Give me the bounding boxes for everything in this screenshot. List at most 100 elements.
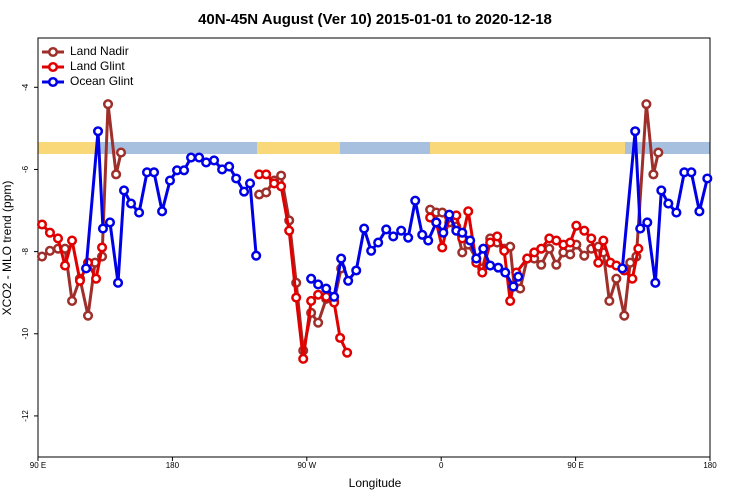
- data-point: [36, 219, 48, 230]
- data-point: [630, 126, 641, 137]
- legend-marker: [47, 46, 59, 58]
- legend-marker: [47, 61, 59, 73]
- data-point: [438, 227, 449, 238]
- data-point: [633, 243, 644, 254]
- data-point: [478, 243, 489, 254]
- data-point: [617, 263, 628, 274]
- data-point: [359, 223, 370, 234]
- data-point: [104, 217, 116, 228]
- y-tick-label: -8: [21, 248, 30, 256]
- data-point: [306, 273, 317, 284]
- data-point: [465, 235, 476, 246]
- data-point: [44, 227, 55, 238]
- series-line: [620, 129, 709, 285]
- data-point: [245, 178, 256, 189]
- ocean: [97, 142, 257, 154]
- data-point: [291, 292, 302, 303]
- data-point: [437, 242, 448, 253]
- data-point: [388, 231, 399, 242]
- data-point: [284, 225, 295, 236]
- data-point: [513, 271, 524, 282]
- data-point: [671, 207, 682, 218]
- data-point: [627, 273, 638, 284]
- data-point: [261, 169, 272, 180]
- x-tick-label: 0: [439, 461, 444, 470]
- data-point: [111, 169, 122, 180]
- data-point: [508, 281, 519, 292]
- data-point: [164, 175, 176, 186]
- data-point: [485, 237, 496, 248]
- x-axis-label: Longitude: [349, 476, 402, 490]
- data-point: [686, 167, 697, 178]
- data-point: [178, 165, 190, 176]
- data-point: [224, 161, 235, 172]
- data-point: [604, 295, 615, 306]
- data-point: [313, 289, 324, 300]
- data-point: [641, 99, 652, 110]
- data-point: [611, 273, 622, 284]
- data-point: [74, 275, 86, 286]
- data-point: [261, 187, 272, 198]
- data-point: [81, 263, 92, 274]
- data-point: [485, 260, 496, 271]
- data-point: [551, 235, 562, 246]
- data-point: [366, 245, 377, 256]
- data-point: [342, 347, 353, 358]
- data-point: [499, 245, 510, 256]
- data-point: [298, 353, 309, 364]
- data-point: [536, 259, 547, 270]
- x-tick-label: 90 E: [567, 461, 583, 470]
- data-point: [444, 209, 455, 220]
- data-point: [653, 147, 664, 158]
- data-point: [694, 206, 705, 217]
- data-point: [321, 283, 332, 294]
- legend-label: Land Glint: [70, 59, 125, 73]
- y-tick-label: -12: [21, 410, 30, 422]
- data-point: [351, 265, 362, 276]
- ocean: [625, 142, 710, 154]
- data-point: [656, 185, 667, 196]
- data-point: [321, 291, 332, 302]
- x-tick-label: 180: [703, 461, 717, 470]
- data-point: [586, 233, 597, 244]
- data-point: [492, 231, 503, 242]
- data-point: [635, 223, 646, 234]
- data-point: [642, 217, 653, 228]
- data-point: [52, 233, 64, 244]
- data-point: [396, 225, 407, 236]
- data-point: [544, 243, 555, 254]
- data-point: [336, 253, 347, 264]
- data-point: [381, 224, 392, 235]
- y-tick-label: -6: [21, 165, 30, 173]
- data-point: [115, 147, 127, 158]
- data-point: [463, 206, 474, 217]
- data-point: [579, 250, 590, 261]
- legend-label: Ocean Glint: [70, 74, 134, 88]
- data-point: [194, 152, 205, 163]
- land: [38, 142, 97, 154]
- data-point: [702, 173, 713, 184]
- data-point: [457, 227, 468, 238]
- land: [257, 142, 340, 154]
- y-axis-label: XCO2 - MLO trend (ppm): [0, 181, 14, 316]
- legend-marker: [47, 76, 59, 88]
- data-point: [66, 235, 78, 246]
- data-point: [91, 273, 102, 284]
- data-point: [536, 243, 547, 254]
- data-point: [648, 169, 659, 180]
- data-point: [329, 291, 340, 302]
- land: [430, 142, 625, 154]
- data-point: [186, 152, 197, 163]
- data-point: [500, 267, 511, 278]
- data-point: [650, 277, 661, 288]
- data-point: [112, 277, 124, 288]
- data-point: [313, 279, 324, 290]
- plot-frame: [37, 37, 711, 458]
- data-point: [403, 232, 414, 243]
- data-point: [148, 167, 160, 178]
- chart-title: 40N-45N August (Ver 10) 2015-01-01 to 20…: [198, 11, 552, 28]
- data-point: [410, 195, 421, 206]
- data-point: [663, 198, 674, 209]
- series: [81, 126, 713, 302]
- ocean: [340, 142, 430, 154]
